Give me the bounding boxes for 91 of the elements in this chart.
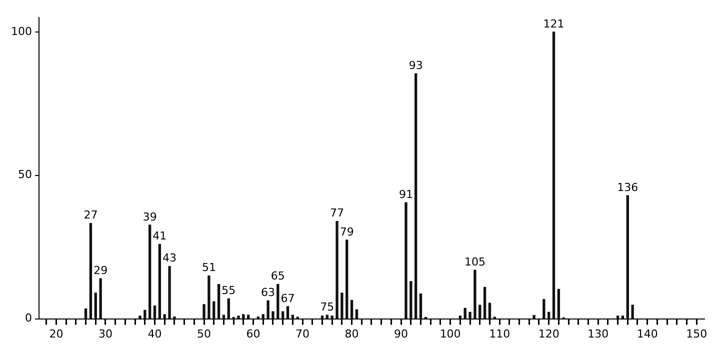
bar (282, 311, 284, 319)
annotation: 136 (617, 180, 638, 194)
x-tick-label: 130 (588, 327, 609, 340)
x-tick-label: 110 (489, 327, 510, 340)
x-tick-label: 140 (636, 327, 658, 340)
annotation: 55 (222, 284, 236, 298)
bar (202, 304, 206, 319)
bar (138, 316, 142, 319)
bar (148, 224, 152, 319)
bar (404, 202, 408, 319)
bar (478, 304, 482, 319)
bar (626, 195, 629, 319)
bar (262, 314, 264, 319)
y-tick-label: 100 (10, 24, 32, 38)
x-tick-label: 120 (538, 327, 560, 340)
bar (355, 309, 358, 319)
bar (326, 314, 328, 319)
bar (458, 316, 462, 319)
x-tick-label: 40 (148, 327, 162, 340)
bar (542, 298, 546, 319)
bar (266, 300, 270, 319)
annotation: 79 (340, 225, 354, 238)
bar (616, 316, 620, 319)
annotation: 77 (330, 206, 344, 220)
x-tick-label: 100 (440, 327, 461, 340)
bar (173, 316, 176, 319)
x-tick-label: 30 (98, 327, 112, 340)
bar (464, 308, 466, 319)
bar (153, 306, 156, 319)
bar (158, 244, 162, 319)
bar (99, 278, 102, 319)
bar (227, 298, 230, 319)
annotation: 75 (320, 300, 334, 314)
bar (208, 275, 210, 319)
bar (330, 316, 334, 319)
annotation: 65 (270, 270, 285, 283)
bar (483, 286, 486, 319)
bar (242, 314, 245, 319)
bar (94, 292, 97, 319)
bar (350, 300, 354, 319)
annotation: 67 (280, 292, 295, 305)
x-tick-label: 90 (394, 327, 408, 340)
bar (276, 284, 280, 319)
bar (410, 281, 412, 319)
bar (621, 316, 624, 319)
bar (163, 314, 166, 319)
x-tick-label: 60 (246, 327, 260, 340)
bar (336, 220, 338, 319)
annotation: 105 (464, 255, 486, 268)
bar (222, 314, 226, 319)
bar (346, 240, 348, 319)
x-tick-label: 70 (296, 327, 310, 340)
bar (144, 310, 146, 319)
bar (631, 304, 634, 319)
bar (84, 308, 88, 319)
bar (548, 312, 550, 319)
annotation: 93 (408, 58, 423, 72)
bar (414, 73, 418, 319)
bar (168, 266, 171, 319)
bar (532, 315, 536, 319)
annotation: 27 (84, 208, 98, 222)
annotation: 91 (398, 188, 413, 201)
bar (468, 312, 472, 319)
bar (286, 306, 290, 319)
bar (474, 270, 476, 319)
bar (247, 314, 250, 319)
x-tick-label: 50 (197, 327, 212, 340)
annotation: 39 (142, 210, 157, 224)
bar (212, 301, 216, 319)
annotation: 41 (152, 230, 167, 243)
x-tick-label: 80 (344, 327, 359, 340)
annotation: 29 (94, 264, 108, 277)
bar (552, 32, 556, 319)
annotation: 121 (543, 17, 564, 30)
bar (419, 294, 422, 319)
bar (488, 302, 492, 319)
y-tick-label: 50 (18, 168, 32, 182)
bar (89, 222, 92, 319)
y-tick-label: 0 (24, 312, 32, 325)
bar (340, 292, 344, 319)
bar (557, 288, 560, 319)
x-tick-label: 150 (686, 327, 708, 340)
annotation: 43 (162, 252, 177, 265)
x-tick-label: 20 (49, 327, 64, 340)
annotation: 63 (261, 286, 276, 300)
bar (272, 311, 274, 319)
bar (237, 316, 240, 319)
bar (217, 284, 220, 319)
bar (291, 314, 294, 319)
annotation: 51 (202, 261, 216, 274)
bar (320, 316, 324, 319)
